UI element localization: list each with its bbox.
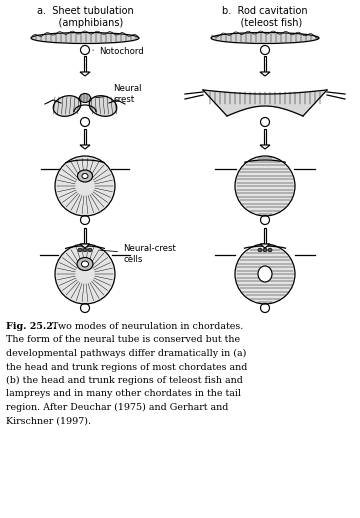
Ellipse shape — [211, 33, 319, 44]
Text: The form of the neural tube is conserved but the: The form of the neural tube is conserved… — [6, 336, 240, 344]
Text: a.  Sheet tubulation
    (amphibians): a. Sheet tubulation (amphibians) — [37, 6, 133, 27]
Ellipse shape — [258, 266, 272, 282]
Ellipse shape — [31, 33, 139, 44]
Polygon shape — [84, 129, 86, 145]
Polygon shape — [80, 72, 90, 76]
Text: b.  Rod cavitation
    (teleost fish): b. Rod cavitation (teleost fish) — [222, 6, 308, 27]
Ellipse shape — [78, 248, 82, 252]
Ellipse shape — [258, 248, 262, 252]
Circle shape — [235, 156, 295, 216]
Ellipse shape — [81, 261, 89, 267]
Text: Kirschner (1997).: Kirschner (1997). — [6, 416, 91, 425]
Ellipse shape — [268, 248, 272, 252]
Ellipse shape — [83, 248, 87, 252]
Text: developmental pathways differ dramatically in (a): developmental pathways differ dramatical… — [6, 349, 246, 358]
Text: Fig. 25.2.: Fig. 25.2. — [6, 322, 56, 331]
Text: region. After Deuchar (1975) and Gerhart and: region. After Deuchar (1975) and Gerhart… — [6, 403, 228, 412]
Ellipse shape — [263, 248, 267, 252]
Polygon shape — [203, 90, 327, 116]
Circle shape — [55, 156, 115, 216]
Text: Neural-crest
cells: Neural-crest cells — [100, 244, 176, 264]
Ellipse shape — [77, 257, 93, 270]
Text: (b) the head and trunk regions of teleost fish and: (b) the head and trunk regions of teleos… — [6, 376, 243, 385]
Polygon shape — [260, 145, 270, 149]
Polygon shape — [80, 244, 90, 248]
Polygon shape — [264, 228, 266, 244]
Polygon shape — [264, 129, 266, 145]
Text: the head and trunk regions of most chordates and: the head and trunk regions of most chord… — [6, 363, 247, 371]
Text: Notochord: Notochord — [93, 47, 144, 55]
Ellipse shape — [80, 94, 90, 103]
Ellipse shape — [82, 174, 88, 179]
Ellipse shape — [77, 170, 93, 182]
Polygon shape — [264, 56, 266, 72]
Polygon shape — [84, 228, 86, 244]
Text: Neural
crest: Neural crest — [96, 84, 141, 104]
Polygon shape — [84, 56, 86, 72]
Ellipse shape — [89, 96, 117, 117]
Polygon shape — [260, 72, 270, 76]
Text: lampreys and in many other chordates in the tail: lampreys and in many other chordates in … — [6, 390, 241, 398]
Ellipse shape — [53, 96, 81, 117]
Circle shape — [55, 244, 115, 304]
Text: Two modes of neurulation in chordates.: Two modes of neurulation in chordates. — [46, 322, 243, 331]
Ellipse shape — [88, 248, 92, 252]
Circle shape — [235, 244, 295, 304]
Polygon shape — [80, 145, 90, 149]
Polygon shape — [260, 244, 270, 248]
